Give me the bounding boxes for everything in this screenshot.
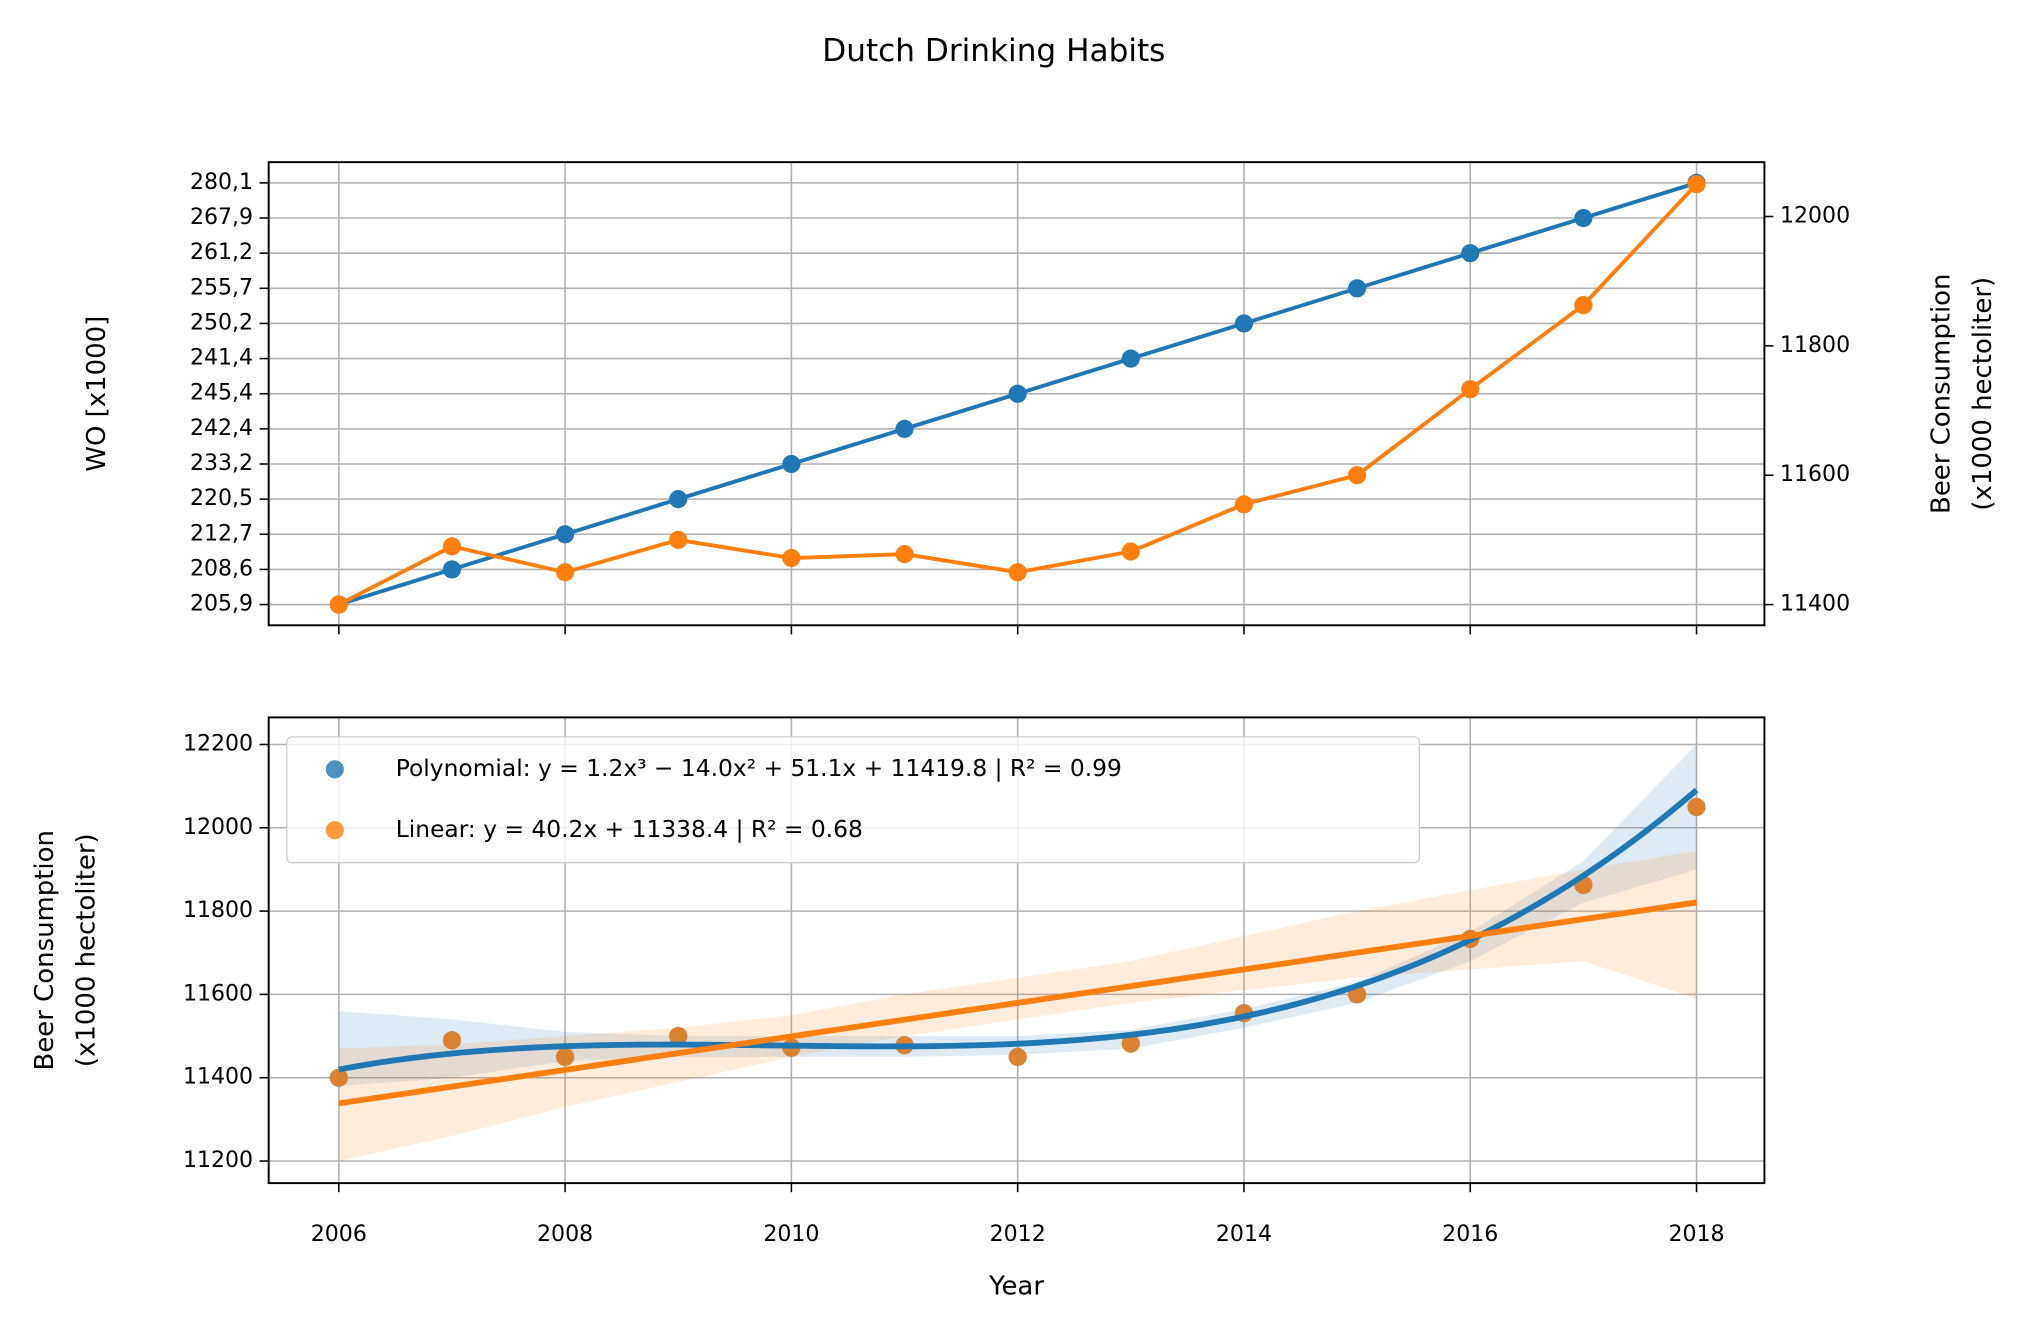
- point: [1008, 384, 1027, 403]
- x-tick-label: 2016: [1442, 1222, 1498, 1247]
- legend-label: Linear: y = 40.2x + 11338.4 | R² = 0.68: [396, 815, 863, 843]
- point: [1121, 349, 1140, 368]
- point: [1461, 244, 1480, 263]
- point: [1008, 563, 1027, 582]
- point: [782, 548, 801, 568]
- y-tick-label: 233,2: [190, 451, 253, 476]
- y-tick-label: 261,2: [190, 240, 253, 265]
- y-tick-label: 212,7: [190, 521, 253, 546]
- point: [442, 537, 462, 556]
- point: [329, 595, 348, 614]
- point: [895, 545, 914, 564]
- fit-line: [338, 787, 1699, 1073]
- y-tick-label: 205,9: [190, 592, 253, 617]
- point: [1234, 314, 1254, 333]
- point: [1121, 1034, 1140, 1053]
- point: [669, 490, 688, 509]
- point: [556, 525, 575, 544]
- point: [669, 530, 688, 549]
- axis-label: WO [x1000]: [82, 316, 112, 472]
- axes-frame: [267, 716, 1766, 1185]
- point: [1574, 296, 1593, 315]
- y-tick-label: 11200: [183, 1148, 253, 1173]
- point: [1008, 1047, 1027, 1066]
- point: [442, 560, 462, 579]
- y2-tick-label: 11400: [1780, 592, 1850, 617]
- point: [1121, 542, 1140, 561]
- y-tick-label: 250,2: [190, 310, 253, 335]
- axes-frame: [267, 161, 1766, 627]
- y-tick-label: 12000: [183, 815, 253, 840]
- point: [556, 563, 575, 582]
- y-tick-label: 242,4: [190, 416, 253, 441]
- x-tick-label: 2006: [311, 1222, 367, 1247]
- x-tick-label: 2012: [990, 1222, 1046, 1247]
- point: [329, 1068, 348, 1087]
- y2-tick-label: 11600: [1780, 462, 1850, 487]
- axis-label: Beer Consumption: [1927, 274, 1957, 514]
- axis-label: Beer Consumption: [30, 830, 60, 1070]
- point: [1574, 208, 1593, 228]
- axis-label: (x1000 hectoliter): [1968, 277, 1998, 511]
- y2-tick-label: 12000: [1780, 203, 1850, 228]
- y-tick-label: 11600: [183, 981, 253, 1006]
- point: [1234, 495, 1254, 514]
- point: [1348, 279, 1367, 298]
- x-tick-label: 2014: [1216, 1222, 1272, 1247]
- y2-tick-label: 11800: [1780, 333, 1850, 358]
- point: [1461, 380, 1480, 399]
- x-axis-label: Year: [988, 1271, 1044, 1301]
- x-tick-label: 2008: [537, 1222, 593, 1247]
- chart-title: Dutch Drinking Habits: [822, 33, 1165, 69]
- confidence-band: [338, 850, 1697, 1162]
- point: [1687, 175, 1706, 194]
- y-tick-label: 208,6: [190, 556, 253, 581]
- point: [1348, 466, 1367, 485]
- y-tick-label: 220,5: [190, 486, 253, 511]
- legend-label: Polynomial: y = 1.2x³ − 14.0x² + 51.1x +…: [396, 754, 1122, 782]
- y-tick-label: 255,7: [190, 275, 253, 300]
- axis-label: (x1000 hectoliter): [72, 833, 102, 1067]
- y-tick-label: 280,1: [190, 170, 253, 195]
- point: [1687, 797, 1706, 817]
- point: [895, 419, 914, 438]
- point: [442, 1031, 462, 1050]
- legend-box: [286, 736, 1420, 864]
- fit-line: [338, 899, 1697, 1107]
- y-tick-label: 11800: [183, 898, 253, 923]
- y-tick-label: 11400: [183, 1065, 253, 1090]
- legend-marker: [325, 821, 344, 840]
- y-tick-label: 245,4: [190, 381, 253, 406]
- x-tick-label: 2010: [763, 1222, 819, 1247]
- point: [782, 454, 801, 474]
- point: [669, 1026, 688, 1046]
- legend-marker: [325, 760, 344, 779]
- y-tick-label: 267,9: [190, 205, 253, 230]
- x-tick-label: 2018: [1668, 1222, 1724, 1247]
- point: [556, 1047, 575, 1066]
- y-tick-label: 241,4: [190, 346, 253, 371]
- y-tick-label: 12200: [183, 731, 253, 756]
